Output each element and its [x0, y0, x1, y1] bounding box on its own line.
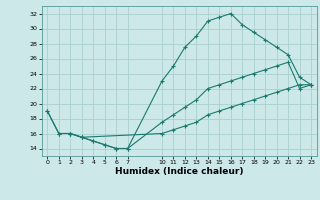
X-axis label: Humidex (Indice chaleur): Humidex (Indice chaleur)	[115, 167, 244, 176]
